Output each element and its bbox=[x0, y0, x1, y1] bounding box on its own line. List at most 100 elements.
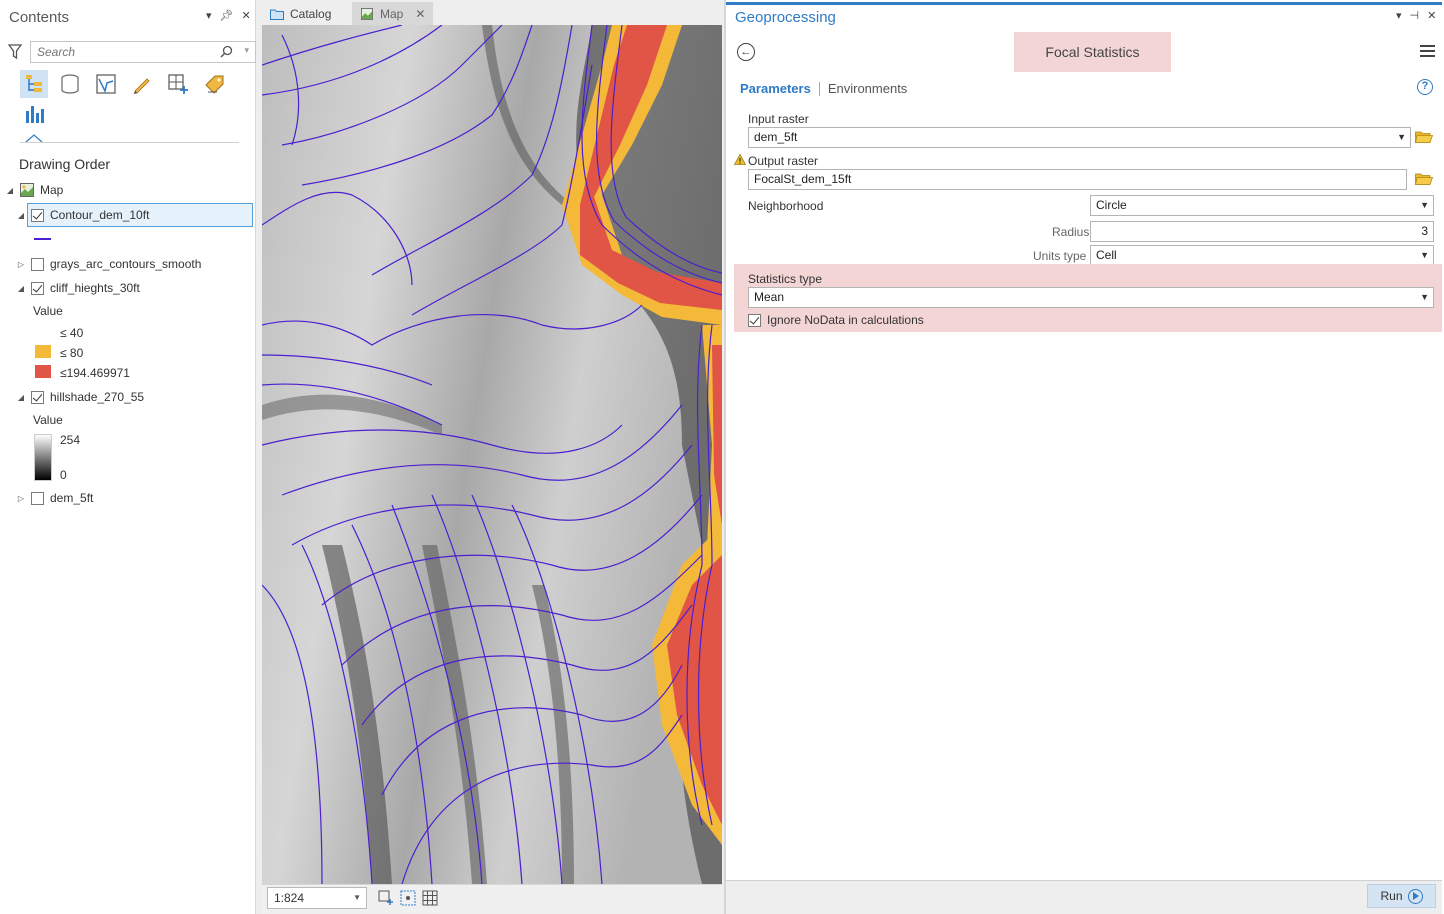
fixed-zoom-icon[interactable] bbox=[378, 890, 394, 906]
divider bbox=[20, 142, 239, 143]
list-by-drawing-order-icon[interactable] bbox=[20, 70, 48, 98]
dropdown-arrow-icon[interactable]: ▼ bbox=[1420, 200, 1429, 210]
pane-options-dropdown-icon[interactable]: ▾ bbox=[206, 10, 212, 22]
contents-search-input[interactable] bbox=[31, 42, 211, 62]
layer-contour-dem-10ft[interactable]: ◢ Contour_dem_10ft bbox=[16, 204, 149, 226]
input-raster-label: Input raster bbox=[748, 112, 809, 126]
geoprocessing-footer: Run bbox=[726, 880, 1442, 914]
input-raster-value: dem_5ft bbox=[754, 130, 798, 144]
tab-parameters[interactable]: Parameters bbox=[740, 81, 811, 96]
tab-environments[interactable]: Environments bbox=[827, 81, 908, 96]
catalog-icon bbox=[270, 9, 284, 20]
browse-folder-icon[interactable] bbox=[1415, 130, 1433, 144]
neighborhood-select[interactable]: Circle ▼ bbox=[1090, 195, 1434, 216]
map-icon bbox=[20, 183, 34, 197]
back-button[interactable]: ← bbox=[737, 43, 755, 61]
layer-label: grays_arc_contours_smooth bbox=[50, 257, 202, 271]
layer-cliff-hieghts-30ft[interactable]: ◢ cliff_hieghts_30ft bbox=[16, 277, 140, 299]
legend-min-label: 0 bbox=[60, 468, 67, 482]
expand-arrow-icon[interactable]: ▷ bbox=[17, 259, 25, 269]
tree-node-map[interactable]: ◢ Map bbox=[5, 179, 63, 201]
layer-hillshade-270-55[interactable]: ◢ hillshade_270_55 bbox=[16, 386, 144, 408]
dropdown-arrow-icon[interactable]: ▼ bbox=[353, 893, 361, 902]
grid-icon[interactable] bbox=[422, 890, 438, 906]
tab-label: Map bbox=[380, 6, 404, 21]
layer-visibility-checkbox[interactable] bbox=[31, 208, 44, 222]
layer-visibility-checkbox[interactable] bbox=[31, 491, 44, 505]
radius-input[interactable]: 3 bbox=[1090, 221, 1434, 242]
tab-label: Catalog bbox=[290, 6, 332, 21]
ignore-nodata-option[interactable]: Ignore NoData in calculations bbox=[748, 313, 924, 327]
selected-layer-highlight bbox=[27, 203, 253, 227]
contents-search-row: ▾ bbox=[6, 41, 256, 63]
collapse-arrow-icon[interactable]: ◢ bbox=[6, 185, 14, 195]
output-raster-field[interactable]: FocalSt_dem_15ft bbox=[748, 169, 1407, 190]
legend-class-label: ≤ 40 bbox=[60, 326, 84, 340]
run-button[interactable]: Run bbox=[1367, 884, 1436, 908]
browse-folder-icon[interactable] bbox=[1415, 172, 1433, 186]
list-by-source-icon[interactable] bbox=[56, 70, 84, 98]
tab-separator bbox=[818, 81, 820, 96]
list-by-charts-icon[interactable] bbox=[20, 100, 48, 128]
output-raster-value: FocalSt_dem_15ft bbox=[754, 172, 852, 186]
pin-icon[interactable]: 📌︎ bbox=[219, 10, 234, 22]
collapse-arrow-icon[interactable]: ◢ bbox=[17, 210, 25, 220]
close-icon[interactable]: ✕ bbox=[1427, 10, 1437, 22]
layer-grays-arc-contours-smooth[interactable]: ▷ grays_arc_contours_smooth bbox=[16, 253, 202, 275]
layer-dem-5ft[interactable]: ▷ dem_5ft bbox=[16, 487, 93, 509]
list-by-editing-icon[interactable] bbox=[128, 70, 156, 98]
map-canvas[interactable] bbox=[262, 25, 722, 884]
collapse-toolbar-caret-icon[interactable] bbox=[24, 133, 44, 143]
close-icon[interactable]: ✕ bbox=[241, 10, 251, 22]
dropdown-arrow-icon[interactable]: ▼ bbox=[1420, 250, 1429, 260]
units-type-value: Cell bbox=[1096, 248, 1117, 262]
run-play-icon bbox=[1407, 888, 1423, 904]
close-tab-icon[interactable]: ✕ bbox=[415, 6, 426, 21]
statistics-type-label: Statistics type bbox=[748, 272, 823, 286]
dropdown-arrow-icon[interactable]: ▼ bbox=[1397, 132, 1406, 142]
list-by-labeling-icon[interactable] bbox=[200, 70, 228, 98]
layer-visibility-checkbox[interactable] bbox=[31, 257, 44, 271]
legend-swatch bbox=[35, 326, 51, 339]
map-scale-selector[interactable]: 1:824 ▼ bbox=[267, 887, 367, 909]
tool-tabs: Parameters Environments bbox=[740, 81, 907, 96]
help-icon[interactable]: ? bbox=[1417, 79, 1433, 95]
list-by-snapping-icon[interactable] bbox=[164, 70, 192, 98]
filter-icon[interactable] bbox=[8, 44, 22, 60]
collapse-arrow-icon[interactable]: ◢ bbox=[17, 283, 25, 293]
hillshade-gradient-ramp bbox=[34, 434, 52, 481]
search-icon[interactable] bbox=[220, 45, 233, 58]
map-scale-value: 1:824 bbox=[274, 891, 305, 905]
units-type-select[interactable]: Cell ▼ bbox=[1090, 245, 1434, 266]
input-raster-field[interactable]: dem_5ft ▼ bbox=[748, 127, 1411, 148]
layer-visibility-checkbox[interactable] bbox=[31, 390, 44, 404]
auto-hide-icon[interactable]: ⊣ bbox=[1409, 10, 1420, 22]
geoprocessing-pane: Geoprocessing ▾ ⊣ ✕ ← Focal Statistics P… bbox=[724, 0, 1444, 914]
map-view[interactable] bbox=[262, 25, 722, 884]
layer-label: hillshade_270_55 bbox=[50, 390, 145, 404]
legend-value-heading: Value bbox=[33, 413, 63, 427]
legend-class-label: ≤ 80 bbox=[60, 346, 84, 360]
neighborhood-label: Neighborhood bbox=[748, 199, 824, 213]
units-type-label: Units type bbox=[1033, 249, 1087, 263]
output-raster-label: Output raster bbox=[748, 154, 819, 168]
collapse-arrow-icon[interactable]: ◢ bbox=[17, 392, 25, 402]
tab-catalog[interactable]: Catalog bbox=[262, 2, 339, 25]
contents-search-box[interactable]: ▾ bbox=[30, 41, 256, 63]
drawing-order-heading: Drawing Order bbox=[19, 156, 111, 172]
grid-extent-icon[interactable] bbox=[400, 890, 416, 906]
legend-max-label: 254 bbox=[60, 433, 81, 447]
layer-visibility-checkbox[interactable] bbox=[31, 281, 44, 295]
neighborhood-value: Circle bbox=[1096, 198, 1127, 212]
expand-arrow-icon[interactable]: ▷ bbox=[17, 493, 25, 503]
tab-map[interactable]: Map ✕ bbox=[352, 2, 434, 25]
dropdown-arrow-icon[interactable]: ▼ bbox=[1420, 292, 1429, 302]
list-by-selection-icon[interactable] bbox=[92, 70, 120, 98]
ignore-nodata-checkbox[interactable] bbox=[748, 313, 761, 327]
pane-options-dropdown-icon[interactable]: ▾ bbox=[1396, 10, 1402, 22]
contents-pane-controls: ▾ 📌︎ ✕ bbox=[206, 9, 251, 22]
statistics-type-select[interactable]: Mean ▼ bbox=[748, 287, 1434, 308]
warning-icon bbox=[734, 154, 746, 165]
tool-menu-icon[interactable] bbox=[1420, 45, 1435, 58]
search-options-dropdown-icon[interactable]: ▾ bbox=[244, 45, 249, 55]
